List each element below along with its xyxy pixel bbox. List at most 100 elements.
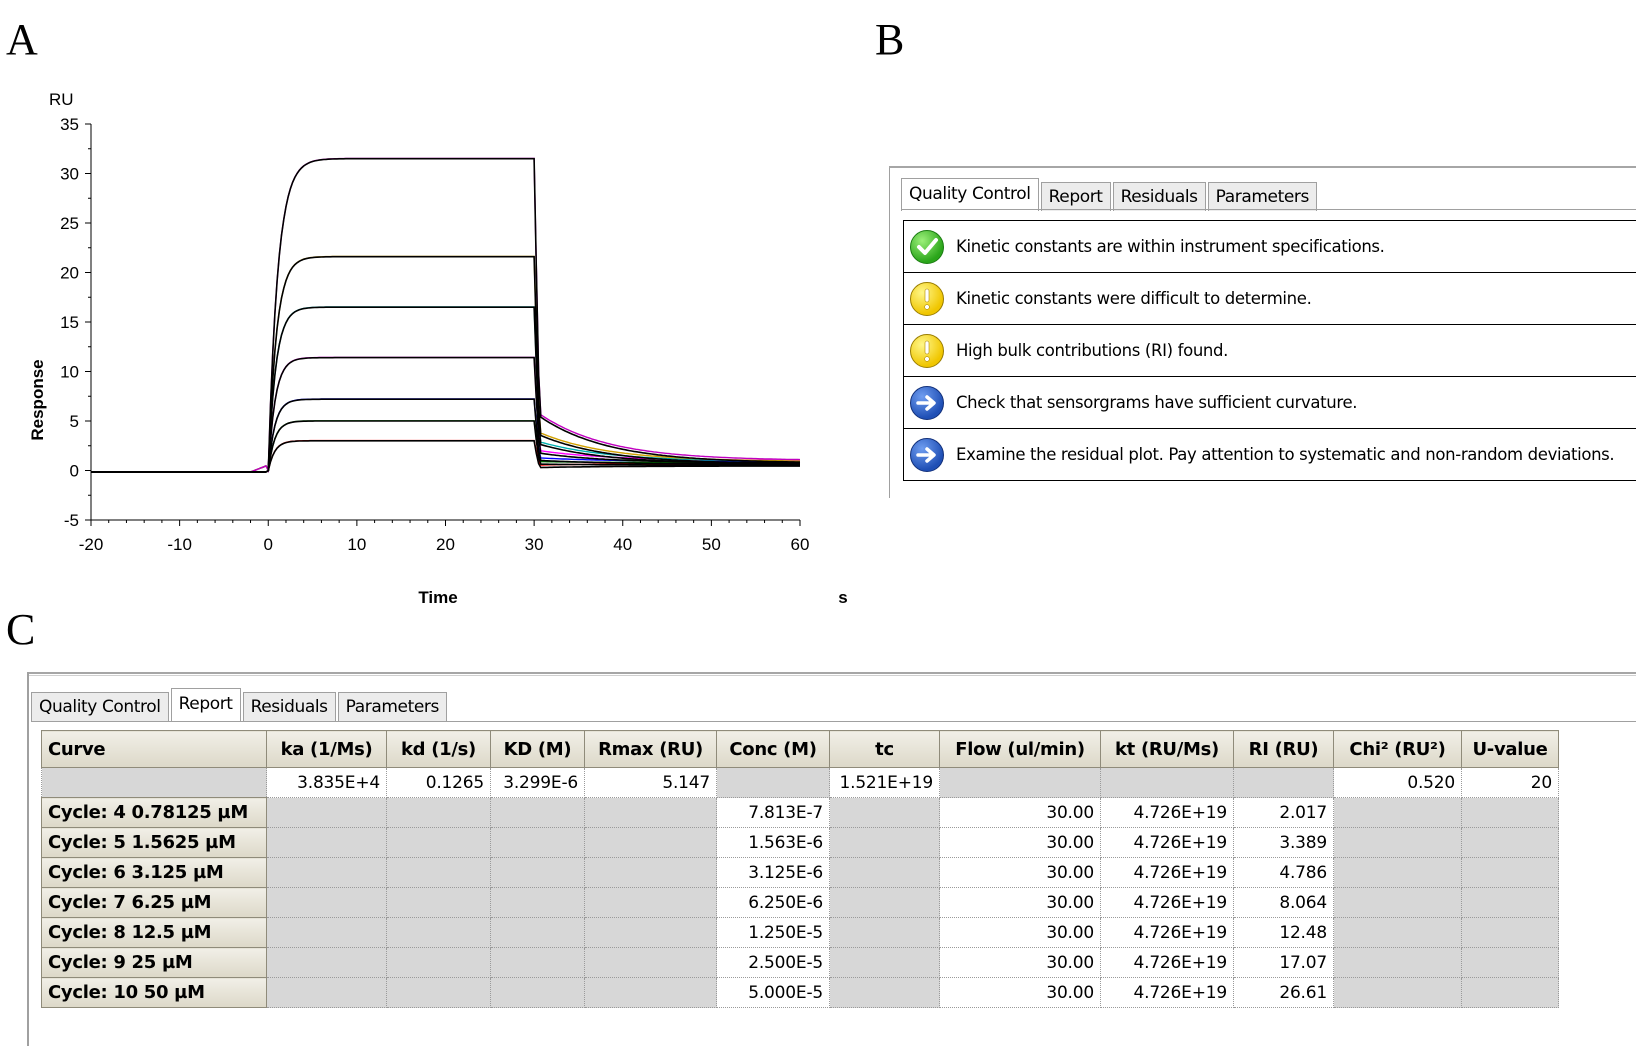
table-cell [939,767,1101,798]
x-tick-label: 40 [613,535,632,554]
tab-quality-control[interactable]: Quality Control [901,178,1039,211]
table-cell [1461,977,1559,1008]
row-header: Cycle: 4 0.78125 µM [41,797,267,828]
table-cell [1333,887,1462,918]
table-cell [386,887,491,918]
column-header[interactable]: U-value [1461,730,1559,768]
row-header: Cycle: 5 1.5625 µM [41,827,267,858]
column-header[interactable]: Conc (M) [716,730,830,768]
y-tick-label: 35 [60,115,79,134]
table-row[interactable]: Cycle: 10 50 µM 5.000E-5 30.00 4.726E+19 26.… [41,977,1559,1008]
column-header[interactable]: Chi² (RU²) [1333,730,1462,768]
table-cell [584,917,717,948]
list-item: Check that sensorgrams have sufficient c… [903,377,1636,429]
table-cell: 1.563E-6 [716,827,830,858]
sensorgram-curve [91,356,800,473]
table-cell [490,857,585,888]
table-cell [266,947,387,978]
table-row[interactable]: Cycle: 4 0.78125 µM 7.813E-7 30.00 4.726E+1… [41,797,1559,828]
table-cell [1461,857,1559,888]
x-tick-label: 10 [347,535,366,554]
chart-curves [91,157,801,473]
table-cell: 4.726E+19 [1100,977,1234,1008]
table-cell [386,947,491,978]
table-cell: 6.250E-6 [716,887,830,918]
table-cell: 4.726E+19 [1100,917,1234,948]
table-cell: 3.835E+4 [266,767,387,798]
table-cell [1461,947,1559,978]
table-row[interactable]: Cycle: 9 25 µM 2.500E-5 30.00 4.726E+19 17.0… [41,947,1559,978]
table-cell: 3.125E-6 [716,857,830,888]
table-cell [584,977,717,1008]
column-header[interactable]: ka (1/Ms) [266,730,387,768]
warning-icon [910,333,944,368]
panel-frame [889,168,890,498]
table-header-row: Curve ka (1/Ms) kd (1/s) KD (M) Rmax (RU) Con… [41,730,1559,768]
table-cell: 1.521E+19 [829,767,940,798]
table-row[interactable]: Cycle: 7 6.25 µM 6.250E-6 30.00 4.726E+19 8.… [41,887,1559,918]
panel-letter-b: B [875,15,905,64]
column-header[interactable]: KD (M) [490,730,585,768]
list-item: Kinetic constants are within instrument … [903,221,1636,273]
table-cell [584,887,717,918]
table-cell [490,977,585,1008]
tab-parameters[interactable]: Parameters [1207,182,1317,211]
table-cell [1333,947,1462,978]
table-cell: 30.00 [939,857,1101,888]
quality-control-panel: Quality Control Report Residuals Paramet… [889,166,1636,498]
table-cell: 4.726E+19 [1100,857,1234,888]
table-cell [266,977,387,1008]
column-header[interactable]: kd (1/s) [386,730,491,768]
row-header: Cycle: 9 25 µM [41,947,267,978]
table-cell [829,947,940,978]
list-item: High bulk contributions (RI) found. [903,325,1636,377]
x-tick-label: 20 [436,535,455,554]
sensorgram-curve [91,306,801,473]
table-row[interactable]: Cycle: 8 12.5 µM 1.250E-5 30.00 4.726E+19 12… [41,917,1559,948]
column-header[interactable]: Rmax (RU) [584,730,717,768]
table-cell [829,977,940,1008]
quality-control-list: Kinetic constants are within instrument … [903,220,1636,481]
table-cell: 30.00 [939,887,1101,918]
table-cell [829,857,940,888]
table-cell: 17.07 [1233,947,1334,978]
table-cell: 3.389 [1233,827,1334,858]
table-cell [41,767,267,798]
table-row-summary[interactable]: 3.835E+4 0.1265 3.299E-6 5.147 1.521E+19 0.52… [41,767,1559,798]
table-cell: 4.726E+19 [1100,947,1234,978]
table-cell: 26.61 [1233,977,1334,1008]
column-header[interactable]: RI (RU) [1233,730,1334,768]
x-tick-label: -20 [79,535,104,554]
table-row[interactable]: Cycle: 5 1.5625 µM 1.563E-6 30.00 4.726E+19… [41,827,1559,858]
tab-parameters[interactable]: Parameters [337,692,447,721]
sensorgram-curve [91,157,801,473]
tab-report[interactable]: Report [170,688,241,721]
tab-bar: Quality Control Report Residuals Paramet… [901,178,1319,211]
column-header[interactable]: Curve [41,730,267,768]
tab-quality-control[interactable]: Quality Control [31,692,169,721]
table-cell [1461,827,1559,858]
table-cell [584,797,717,828]
row-header: Cycle: 7 6.25 µM [41,887,267,918]
table-cell [584,947,717,978]
column-header[interactable]: kt (RU/Ms) [1100,730,1234,768]
tab-residuals[interactable]: Residuals [242,692,336,721]
row-header: Cycle: 6 3.125 µM [41,857,267,888]
x-tick-label: 30 [525,535,544,554]
panel-letter-a: A [6,15,38,64]
table-cell: 0.1265 [386,767,491,798]
table-cell [386,977,491,1008]
table-row[interactable]: Cycle: 6 3.125 µM 3.125E-6 30.00 4.726E+19 4… [41,857,1559,888]
tab-residuals[interactable]: Residuals [1112,182,1206,211]
warning-icon [910,281,944,316]
table-cell: 4.726E+19 [1100,797,1234,828]
table-cell [386,827,491,858]
column-header[interactable]: tc [829,730,940,768]
arrow-right-icon [910,385,944,420]
table-cell [1333,797,1462,828]
table-cell: 3.299E-6 [490,767,585,798]
arrow-right-icon [910,437,944,472]
chart-axes: -5 0 5 10 15 20 25 30 35 -20 -10 0 10 20 30 40 50 60 [60,115,809,554]
column-header[interactable]: Flow (ul/min) [939,730,1101,768]
tab-report[interactable]: Report [1040,182,1111,211]
